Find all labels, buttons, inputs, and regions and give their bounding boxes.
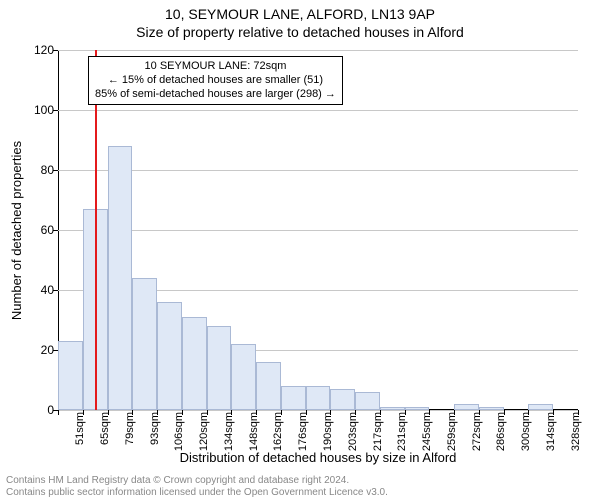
histogram-bar	[58, 341, 83, 410]
x-tick-label: 93sqm	[149, 412, 161, 445]
histogram-bar	[231, 344, 256, 410]
x-tick-mark	[132, 410, 133, 415]
histogram-bar	[108, 146, 133, 410]
x-tick-label: 148sqm	[248, 412, 260, 451]
x-tick-mark	[405, 410, 406, 415]
x-tick-mark	[58, 410, 59, 415]
histogram-bar	[405, 407, 430, 410]
x-tick-mark	[256, 410, 257, 415]
y-tick-label: 20	[24, 343, 54, 357]
grid-line	[58, 170, 578, 171]
x-tick-mark	[330, 410, 331, 415]
x-tick-mark	[231, 410, 232, 415]
y-tick-label: 0	[24, 403, 54, 417]
y-tick-label: 120	[24, 43, 54, 57]
x-tick-label: 231sqm	[396, 412, 408, 451]
chart-container: 10, SEYMOUR LANE, ALFORD, LN13 9AP Size …	[0, 0, 600, 500]
histogram-bar	[132, 278, 157, 410]
y-tick-label: 100	[24, 103, 54, 117]
histogram-bar	[256, 362, 281, 410]
histogram-bar	[528, 404, 553, 410]
x-tick-label: 203sqm	[347, 412, 359, 451]
x-tick-label: 79sqm	[124, 412, 136, 445]
x-tick-mark	[454, 410, 455, 415]
x-tick-label: 328sqm	[570, 412, 582, 451]
y-tick-label: 60	[24, 223, 54, 237]
chart-title: 10, SEYMOUR LANE, ALFORD, LN13 9AP	[0, 0, 600, 22]
x-tick-label: 259sqm	[446, 412, 458, 451]
grid-line	[58, 410, 578, 411]
x-tick-mark	[578, 410, 579, 415]
histogram-bar	[182, 317, 207, 410]
x-tick-label: 286sqm	[495, 412, 507, 451]
annotation-line: 85% of semi-detached houses are larger (…	[95, 88, 336, 102]
x-tick-mark	[380, 410, 381, 415]
x-tick-mark	[553, 410, 554, 415]
x-tick-mark	[281, 410, 282, 415]
histogram-bar	[355, 392, 380, 410]
x-tick-mark	[108, 410, 109, 415]
annotation-box: 10 SEYMOUR LANE: 72sqm← 15% of detached …	[88, 56, 343, 105]
plot-area: 02040608010012051sqm65sqm79sqm93sqm106sq…	[58, 50, 578, 410]
footer-attribution: Contains HM Land Registry data © Crown c…	[6, 475, 388, 498]
grid-line	[58, 50, 578, 51]
x-tick-label: 272sqm	[471, 412, 483, 451]
histogram-bar	[281, 386, 306, 410]
x-tick-mark	[429, 410, 430, 415]
histogram-bar	[207, 326, 232, 410]
x-tick-label: 190sqm	[322, 412, 334, 451]
y-tick-label: 40	[24, 283, 54, 297]
histogram-bar	[306, 386, 331, 410]
x-tick-label: 51sqm	[74, 412, 86, 445]
x-tick-mark	[479, 410, 480, 415]
histogram-bar	[157, 302, 182, 410]
x-tick-label: 217sqm	[372, 412, 384, 451]
x-tick-label: 120sqm	[198, 412, 210, 451]
y-tick-label: 80	[24, 163, 54, 177]
x-tick-label: 300sqm	[520, 412, 532, 451]
plot-inner: 02040608010012051sqm65sqm79sqm93sqm106sq…	[58, 50, 578, 410]
x-tick-label: 245sqm	[421, 412, 433, 451]
x-tick-mark	[157, 410, 158, 415]
grid-line	[58, 230, 578, 231]
x-tick-mark	[355, 410, 356, 415]
annotation-line: ← 15% of detached houses are smaller (51…	[95, 74, 336, 88]
grid-line	[58, 110, 578, 111]
x-tick-label: 65sqm	[99, 412, 111, 445]
chart-subtitle: Size of property relative to detached ho…	[0, 22, 600, 40]
x-tick-mark	[504, 410, 505, 415]
x-tick-mark	[182, 410, 183, 415]
x-tick-mark	[306, 410, 307, 415]
footer-line-1: Contains HM Land Registry data © Crown c…	[6, 475, 388, 487]
annotation-line: 10 SEYMOUR LANE: 72sqm	[95, 60, 336, 74]
x-tick-label: 162sqm	[272, 412, 284, 451]
x-tick-mark	[207, 410, 208, 415]
histogram-bar	[454, 404, 479, 410]
footer-line-2: Contains public sector information licen…	[6, 487, 388, 499]
x-tick-label: 106sqm	[173, 412, 185, 451]
histogram-bar	[330, 389, 355, 410]
x-tick-label: 176sqm	[297, 412, 309, 451]
x-tick-mark	[83, 410, 84, 415]
x-axis-label: Distribution of detached houses by size …	[58, 450, 578, 465]
x-tick-label: 134sqm	[223, 412, 235, 451]
histogram-bar	[479, 407, 504, 410]
x-tick-label: 314sqm	[545, 412, 557, 451]
histogram-bar	[380, 407, 405, 410]
x-tick-mark	[528, 410, 529, 415]
